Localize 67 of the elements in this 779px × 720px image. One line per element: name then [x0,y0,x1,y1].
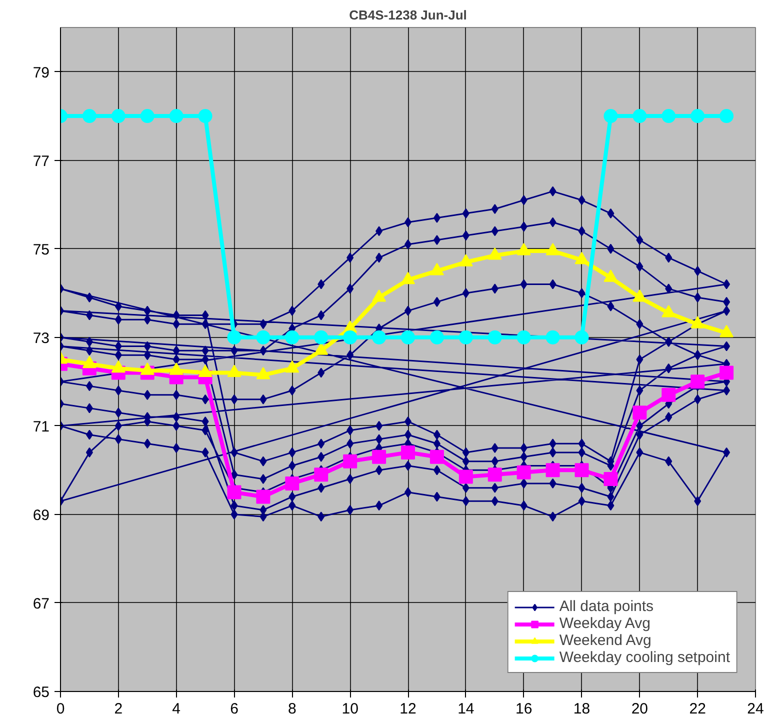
point [227,330,242,344]
point [546,463,560,478]
point [662,109,676,124]
point [632,109,647,124]
point [516,330,531,344]
x-tick-label: 18 [573,700,590,718]
chart-title: CB4S-1238 Jun-Jul [349,8,467,22]
point [111,109,126,124]
x-tick-label: 16 [515,700,532,718]
point [372,330,386,344]
y-tick-label: 67 [32,595,50,612]
point [662,388,676,402]
point [458,330,473,344]
point [343,454,358,468]
y-tick-label: 71 [32,418,50,436]
y-tick-label: 65 [32,684,50,701]
y-tick-label: 77 [32,152,50,170]
point [285,476,300,490]
x-tick-label: 10 [342,700,358,718]
point [140,109,154,124]
y-tick-label: 69 [32,506,50,524]
legend-label: Weekday cooling setpoint [559,649,730,666]
point [372,450,386,464]
legend-label: Weekend Avg [559,632,652,649]
point [256,490,270,504]
x-tick-label: 20 [631,700,648,718]
point [516,465,531,480]
point [604,109,618,124]
point [430,330,444,344]
point [256,330,270,344]
point [430,450,444,464]
point [488,468,502,482]
x-tick-label: 14 [458,700,474,718]
x-tick-label: 12 [400,700,416,718]
x-tick-label: 0 [56,700,65,718]
point [198,109,212,124]
point [720,366,734,380]
point [546,330,560,344]
point [401,445,415,460]
point [632,406,647,420]
x-tick-label: 22 [689,700,706,718]
point [690,109,705,124]
point [401,330,415,344]
point [82,109,96,124]
x-tick-label: 2 [114,700,123,718]
x-tick-label: 24 [747,700,764,718]
y-tick-label: 75 [32,241,50,258]
point [574,463,589,478]
legend-label: Weekday Avg [559,615,650,632]
legend-label: All data points [559,598,654,615]
y-tick-label: 73 [32,330,50,347]
point [343,330,358,344]
y-tick-label: 79 [32,64,50,82]
x-tick-label: 4 [172,700,181,718]
point [285,330,300,344]
point [574,330,589,344]
point [690,374,705,389]
point [227,485,242,500]
point [169,109,184,124]
x-tick-label: 8 [288,700,296,718]
point [488,330,502,344]
point [314,330,328,344]
point [720,109,734,124]
x-tick-label: 6 [230,700,238,718]
point [604,472,618,486]
point [458,470,473,484]
point [314,468,328,482]
